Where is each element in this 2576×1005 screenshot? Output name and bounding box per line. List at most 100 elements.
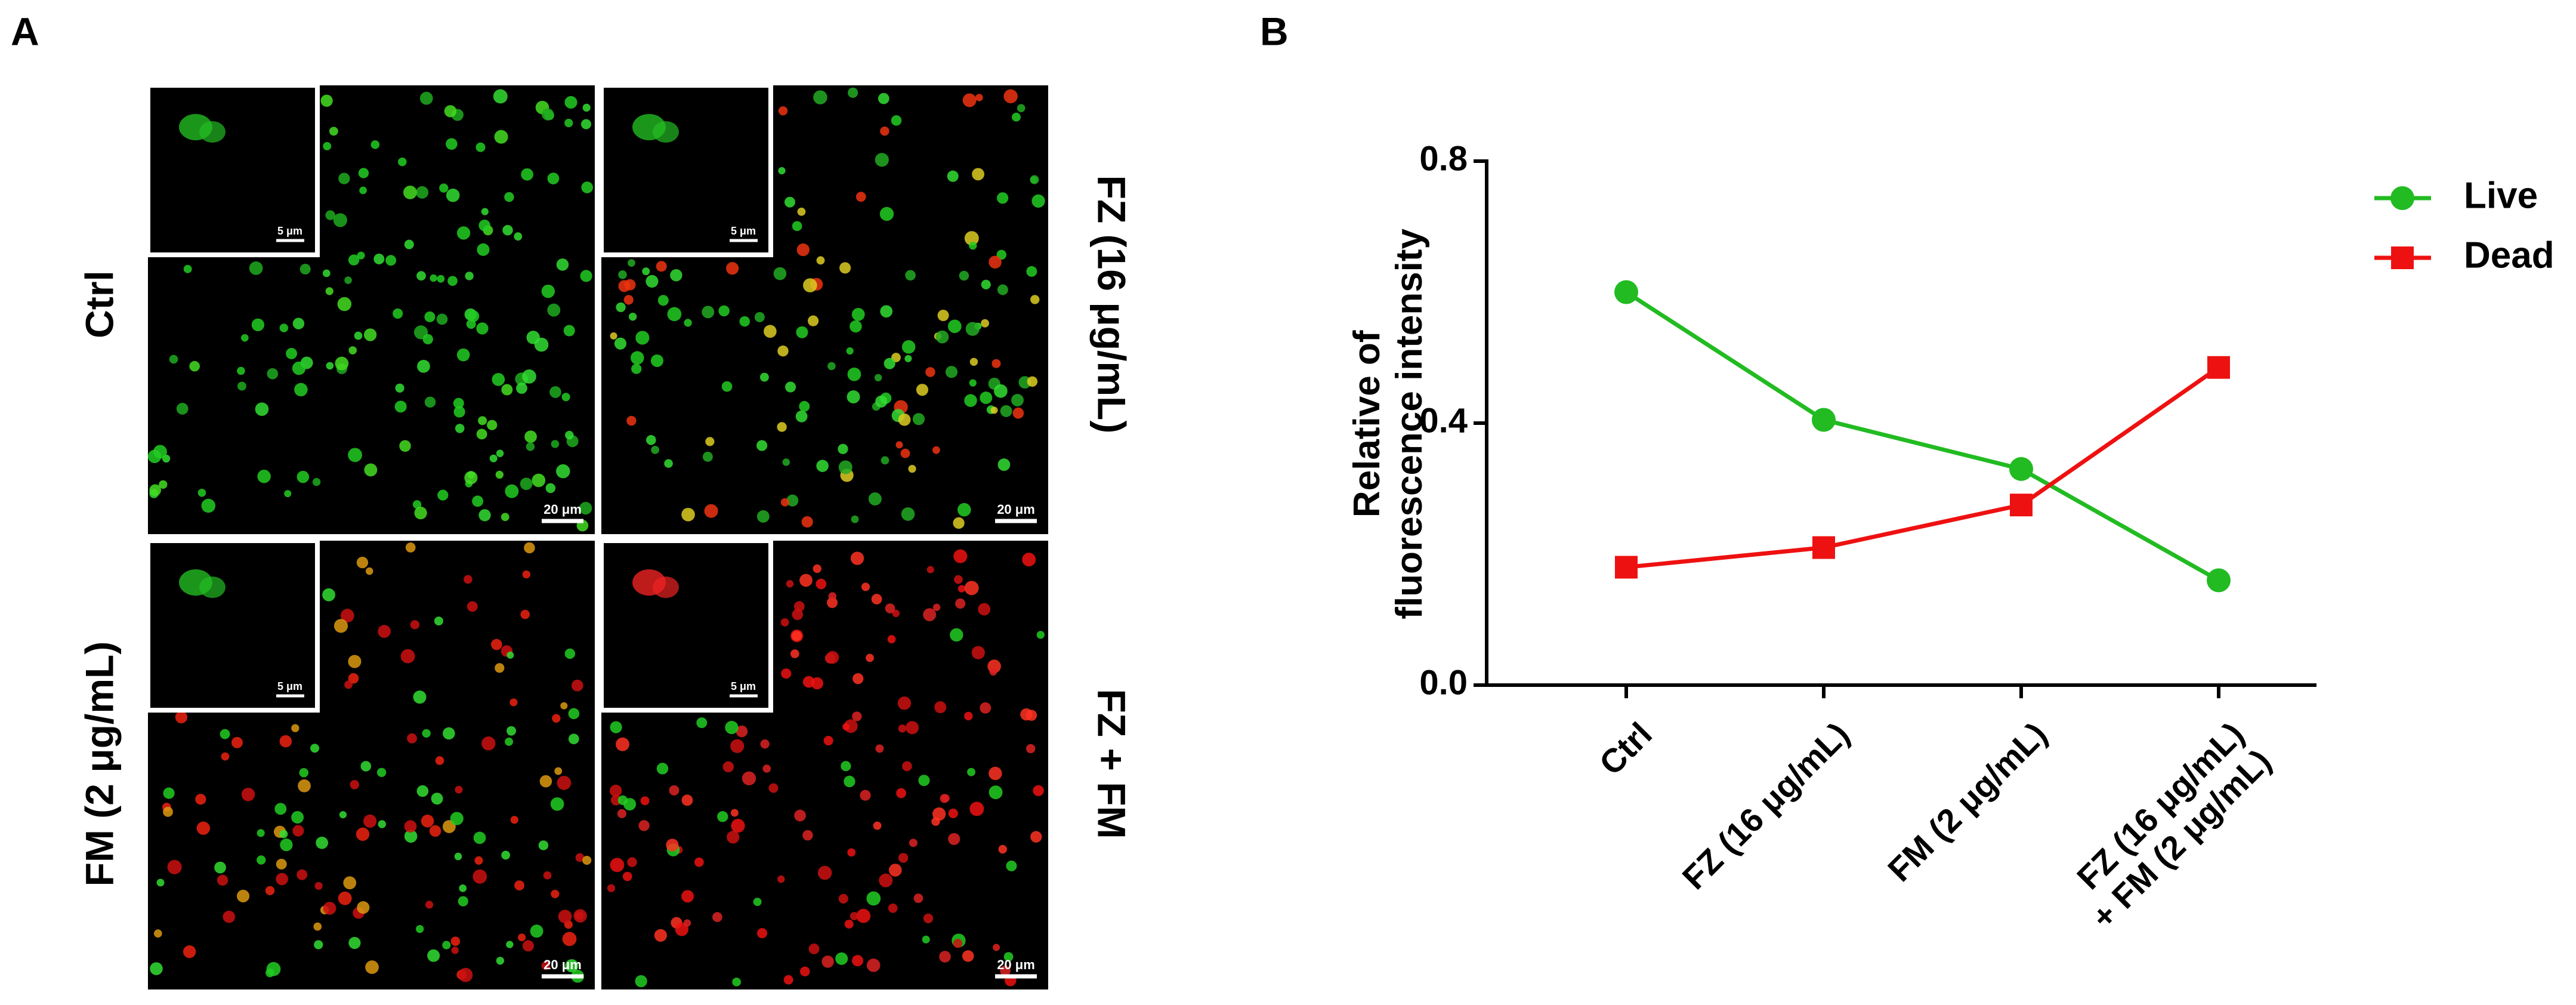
cell: [241, 787, 255, 801]
cell: [1000, 965, 1011, 976]
cell: [667, 307, 682, 322]
cell: [348, 655, 362, 668]
cell: [631, 351, 644, 365]
cell: [530, 924, 543, 938]
cell: [844, 775, 855, 788]
cell: [953, 549, 968, 563]
cell: [732, 978, 741, 986]
cell: [338, 891, 352, 905]
cell: [874, 374, 882, 382]
cell: [880, 305, 893, 318]
cell: [465, 272, 474, 280]
cell: [458, 967, 473, 982]
cell: [581, 181, 594, 193]
cell: [220, 729, 230, 739]
cell: [455, 785, 463, 794]
cell: [183, 945, 196, 958]
cell: [522, 570, 530, 579]
cell: [478, 416, 487, 426]
cell: [343, 876, 357, 890]
cell: [1026, 266, 1037, 277]
cell: [802, 830, 813, 841]
cell: [478, 509, 491, 522]
cell: [359, 186, 367, 195]
cell: [972, 168, 984, 181]
y-tick-label: 0.0: [1419, 663, 1468, 702]
cell: [666, 838, 679, 852]
cell: [823, 736, 833, 746]
cell: [357, 901, 370, 914]
cell: [978, 603, 991, 616]
cell: [474, 856, 483, 865]
cell: [1027, 376, 1038, 387]
cell: [565, 430, 574, 440]
cell: [549, 386, 561, 398]
cell: [358, 168, 369, 178]
cell: [898, 853, 909, 863]
cell: [635, 975, 647, 988]
cell: [793, 601, 805, 612]
cell: [564, 119, 573, 128]
inset-scale-text: 5 μm: [277, 225, 302, 237]
cell: [291, 811, 304, 824]
cell: [400, 649, 415, 664]
cell: [286, 347, 298, 359]
cell: [416, 271, 426, 281]
cell: [156, 878, 165, 887]
cell: [447, 276, 458, 286]
cell: [790, 649, 799, 658]
cell: [934, 701, 947, 713]
cell: [298, 779, 311, 793]
cell: [816, 460, 829, 472]
cell: [424, 311, 435, 322]
cell: [896, 788, 906, 799]
cell: [556, 258, 569, 271]
cell: [163, 787, 175, 799]
cell: [851, 307, 865, 321]
cell: [922, 935, 930, 944]
cell: [664, 459, 673, 468]
cell: [906, 721, 919, 735]
cell: [439, 183, 449, 193]
cell: [446, 188, 460, 202]
cell: [650, 354, 663, 367]
cell: [524, 430, 537, 443]
scale-text: 20 μm: [997, 502, 1035, 517]
cell: [280, 838, 293, 852]
cell: [492, 373, 505, 386]
cell: [730, 739, 745, 753]
cell: [416, 924, 424, 933]
cell: [850, 551, 864, 565]
cell: [322, 588, 336, 602]
cell: [296, 470, 310, 483]
cell: [847, 390, 860, 404]
cell: [450, 812, 464, 825]
cell: [338, 172, 350, 184]
cell: [964, 711, 973, 721]
cell: [994, 384, 1008, 398]
cell: [932, 807, 946, 821]
cell: [1012, 407, 1024, 419]
cell: [547, 303, 561, 317]
cell: [552, 714, 561, 723]
cell: [888, 903, 898, 913]
marker: [2391, 246, 2414, 269]
cell: [898, 413, 911, 426]
cell: [656, 763, 669, 775]
cell: [989, 766, 1002, 781]
cell: [325, 210, 335, 220]
cell: [702, 451, 713, 462]
cell: [842, 723, 850, 730]
cell: [866, 958, 881, 972]
cell: [955, 598, 966, 609]
cell: [725, 720, 739, 735]
cell: [838, 460, 853, 474]
cell: [881, 456, 889, 465]
cell: [299, 768, 309, 778]
inset-cell: [199, 577, 226, 598]
cell: [813, 564, 821, 574]
cell: [360, 761, 372, 772]
cell: [847, 848, 856, 857]
cell: [901, 340, 916, 354]
cell: [196, 821, 210, 835]
